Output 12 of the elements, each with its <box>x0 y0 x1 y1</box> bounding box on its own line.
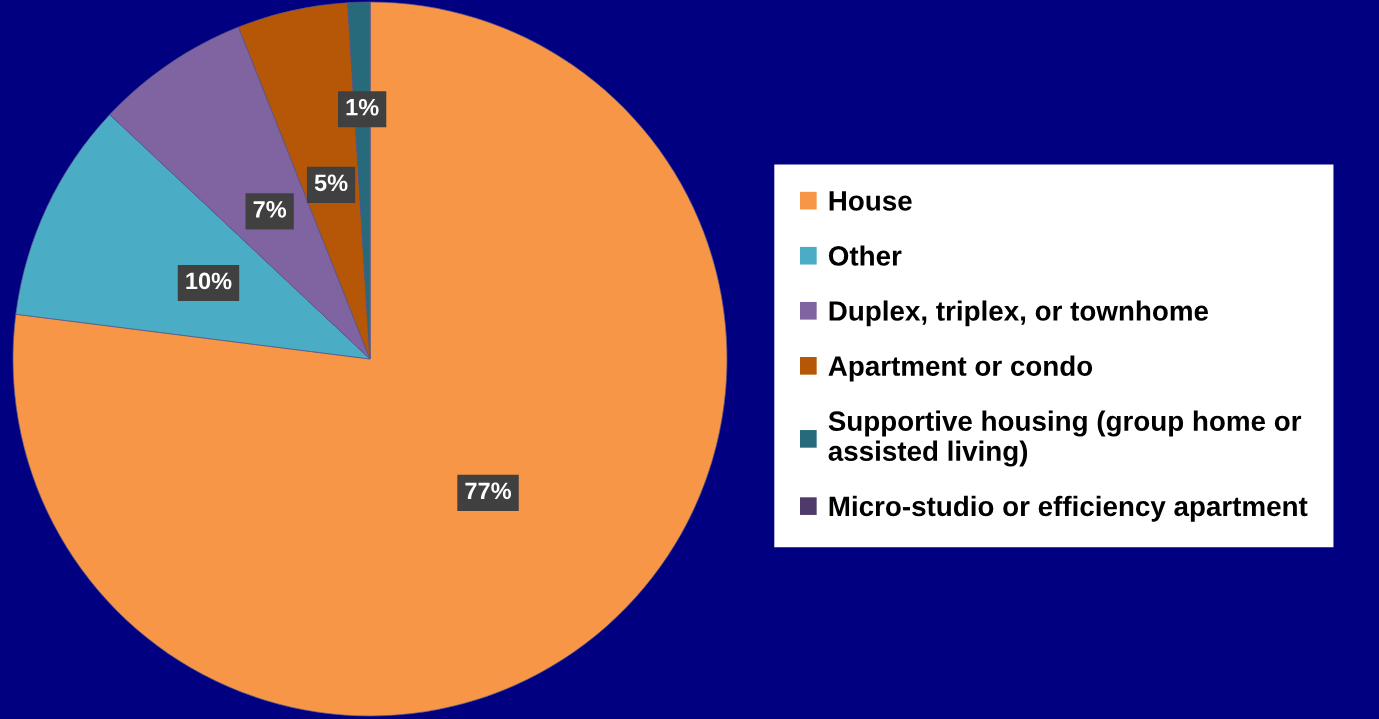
data-label: 1% <box>346 98 379 116</box>
legend-label: Supportive housing (group home or assisted living) <box>828 410 1302 467</box>
data-label: 77% <box>465 482 512 500</box>
pie-slice <box>12 1 728 717</box>
legend-label: Other <box>828 245 902 266</box>
data-label: 7% <box>253 201 287 218</box>
legend-label: Apartment or condo <box>828 355 1093 382</box>
data-label: 5% <box>314 174 348 192</box>
legend-label: Micro-studio or efficiency apartment <box>829 495 1308 522</box>
legend-label: Duplex, triplex, or townhome <box>829 300 1209 327</box>
data-label: 10% <box>186 272 232 290</box>
legend-label: House <box>829 191 912 211</box>
